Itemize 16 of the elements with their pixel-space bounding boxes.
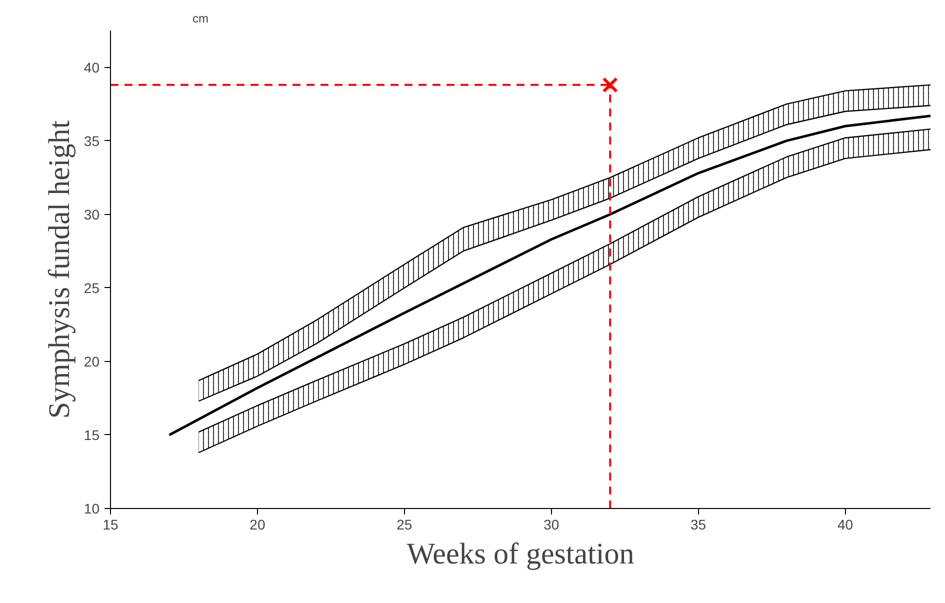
text: cm xyxy=(192,12,208,26)
y-tick-label: 10 xyxy=(84,500,100,516)
y-tick-label: 30 xyxy=(84,206,100,222)
y-tick-label: 40 xyxy=(84,59,100,76)
x-tick-label: 20 xyxy=(250,516,266,532)
x-tick-label: 15 xyxy=(102,516,118,532)
x-tick-label: 30 xyxy=(544,516,560,532)
y-tick-label: 15 xyxy=(84,426,100,443)
x-tick-label: 40 xyxy=(837,516,854,532)
y-tick-label: 35 xyxy=(84,132,100,149)
x-axis-title: Weeks of gestation xyxy=(406,538,634,570)
y-tick-label: 25 xyxy=(84,280,100,296)
y-tick-label: 20 xyxy=(84,353,100,370)
x-tick-label: 25 xyxy=(396,516,412,532)
x-tick-label: 35 xyxy=(690,516,706,532)
y-axis-title: Symphysis fundal height xyxy=(42,120,76,419)
